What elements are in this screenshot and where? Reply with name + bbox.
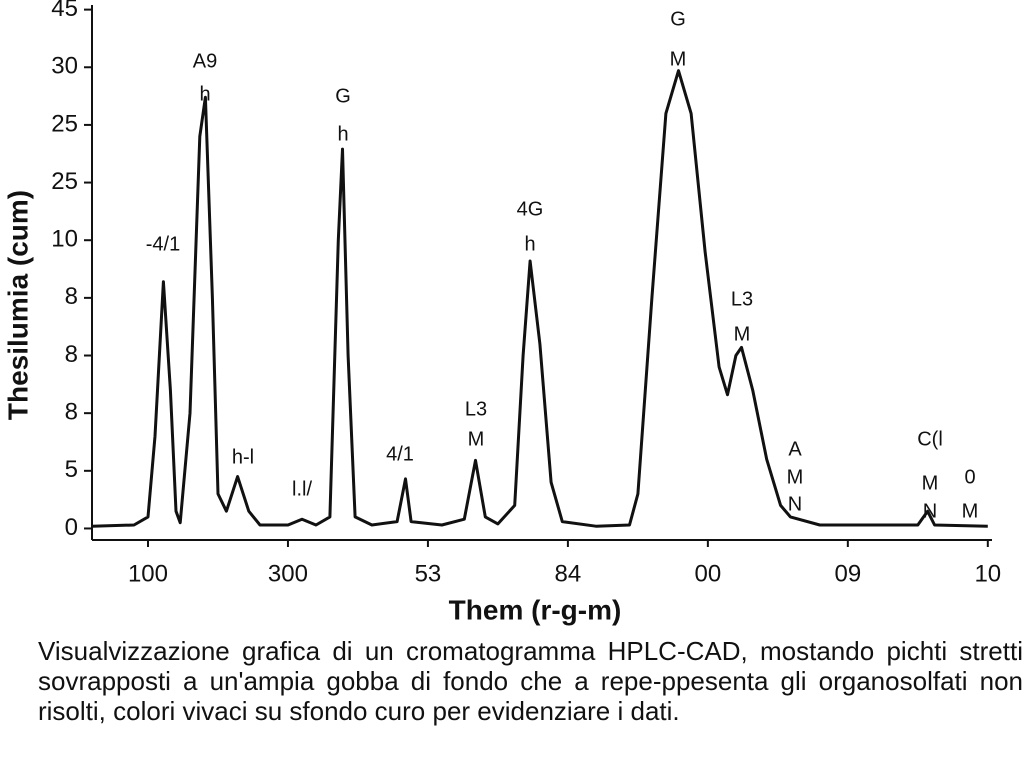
y-tick-label: 25 — [51, 168, 78, 195]
peak-annotation: A — [788, 438, 802, 460]
peak-annotation: h — [199, 83, 210, 105]
y-tick-label: 8 — [65, 341, 78, 368]
peak-annotation: M — [670, 48, 687, 70]
peak-annotation: 4/1 — [386, 443, 414, 465]
peak-annotation: 4G — [517, 198, 544, 220]
peak-annotation: M — [468, 428, 485, 450]
x-tick-label: 10 — [974, 560, 1001, 587]
x-tick-label: 84 — [555, 560, 582, 587]
peak-annotation: C(l — [917, 428, 943, 450]
peak-annotation: -4/1 — [146, 233, 180, 255]
y-tick-label: 8 — [65, 399, 78, 426]
x-tick-label: 09 — [834, 560, 861, 587]
peak-annotation: 0 — [964, 466, 975, 488]
peak-annotation: G — [335, 85, 351, 107]
peak-annotation: M — [962, 500, 979, 522]
y-tick-label: 10 — [51, 226, 78, 253]
peak-annotation: M — [922, 472, 939, 494]
peak-annotation: N — [788, 493, 802, 515]
peak-annotation: M — [787, 466, 804, 488]
caption: Visualvizzazione grafica di un cromatogr… — [38, 636, 1023, 726]
x-tick-label: 100 — [128, 560, 168, 587]
peak-annotation: h — [337, 123, 348, 145]
peak-annotation: l.l/ — [292, 478, 312, 500]
peak-annotation: L3 — [465, 398, 487, 420]
chromatogram-line — [91, 69, 988, 528]
y-tick-label: 25 — [51, 110, 78, 137]
y-tick-label: 30 — [51, 53, 78, 80]
y-tick-label: 45 — [51, 0, 78, 22]
x-tick-label: 300 — [268, 560, 308, 587]
peak-annotation: h-l — [232, 446, 254, 468]
y-tick-label: 0 — [65, 514, 78, 541]
peak-annotation: L3 — [731, 288, 753, 310]
peak-annotation: N — [923, 500, 937, 522]
y-axis-label: Thesilumia (cum) — [2, 190, 33, 420]
peak-annotation: G — [670, 8, 686, 30]
peak-annotation: A9 — [193, 50, 217, 72]
x-tick-label: 00 — [695, 560, 722, 587]
peak-annotation: M — [734, 323, 751, 345]
y-tick-label: 5 — [65, 456, 78, 483]
x-axis-label: Them (r-g-m) — [449, 594, 622, 625]
y-tick-label: 8 — [65, 283, 78, 310]
chart: Thesilumia (cum) Them (r-g-m) 0 5 8 8 8 10 25 2… — [2, 0, 1001, 625]
peak-annotation: h — [524, 233, 535, 255]
x-tick-label: 53 — [415, 560, 442, 587]
